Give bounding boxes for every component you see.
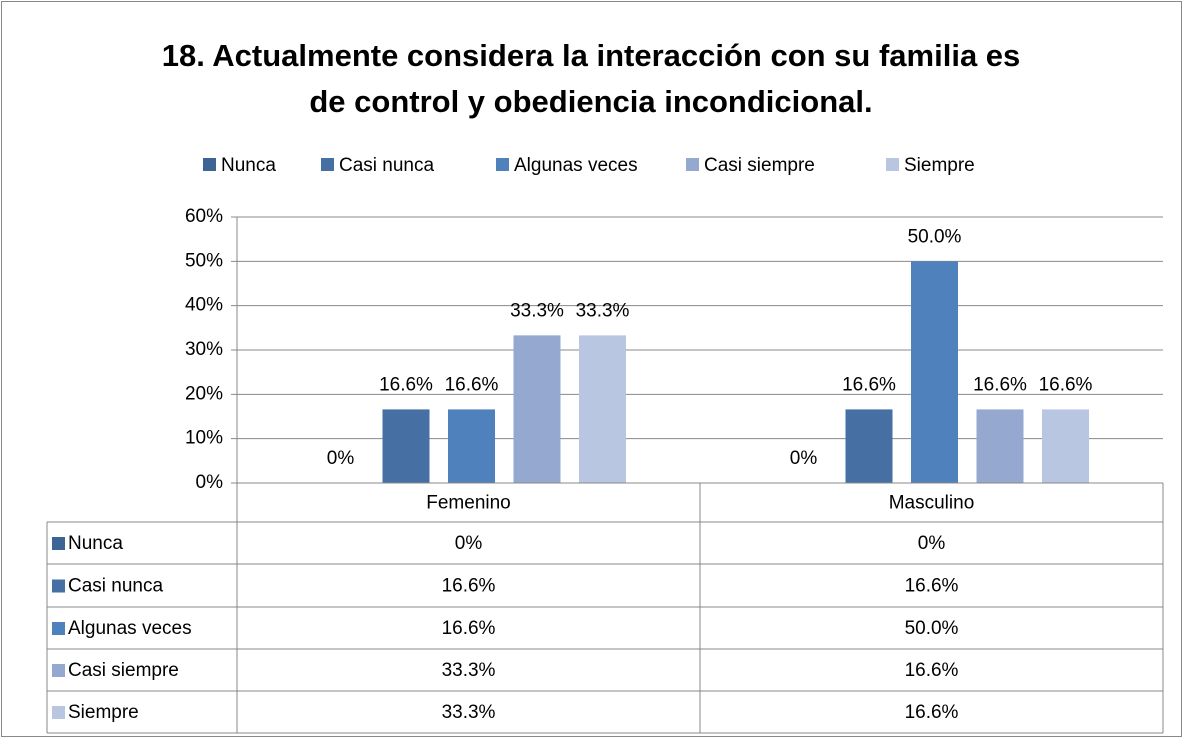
table-row-label: Algunas veces: [68, 618, 192, 639]
value-label: 16.6%: [1039, 374, 1093, 395]
chart-title: 18. Actualmente considera la interacción…: [162, 38, 1021, 73]
bar: [382, 409, 430, 483]
y-tick-label: 50%: [185, 250, 223, 271]
legend-label: Siempre: [904, 155, 975, 176]
table-cell: 33.3%: [442, 660, 496, 681]
table-cell: 16.6%: [905, 702, 959, 723]
table-row-label: Siempre: [68, 702, 139, 723]
bar: [513, 335, 561, 483]
legend-swatch: [203, 158, 216, 171]
legend-swatch: [886, 158, 899, 171]
value-label: 0%: [327, 448, 355, 469]
table-row-label: Casi siempre: [68, 660, 179, 681]
value-label: 16.6%: [445, 374, 499, 395]
value-label: 50.0%: [908, 226, 962, 247]
table-cell: 16.6%: [442, 576, 496, 597]
value-label: 33.3%: [510, 300, 564, 321]
value-label: 33.3%: [576, 300, 630, 321]
x-tick-label: Femenino: [426, 493, 511, 514]
table-cell: 16.6%: [905, 660, 959, 681]
value-label: 16.6%: [842, 374, 896, 395]
legend-label: Casi nunca: [339, 155, 434, 176]
legend-swatch: [496, 158, 509, 171]
y-tick-label: 30%: [185, 339, 223, 360]
table-swatch: [52, 664, 65, 677]
y-tick-label: 10%: [185, 428, 223, 449]
table-cell: 16.6%: [905, 576, 959, 597]
x-tick-label: Masculino: [889, 493, 975, 514]
y-tick-label: 40%: [185, 295, 223, 316]
table-swatch: [52, 622, 65, 635]
value-label: 16.6%: [379, 374, 433, 395]
y-tick-label: 0%: [196, 472, 224, 493]
bar: [448, 409, 495, 483]
bar: [911, 261, 958, 483]
legend-swatch: [686, 158, 699, 171]
legend-label: Casi siempre: [704, 155, 815, 176]
table-swatch: [52, 537, 65, 550]
y-tick-label: 20%: [185, 383, 223, 404]
table-cell: 50.0%: [905, 618, 959, 639]
bar: [579, 335, 626, 483]
y-tick-label: 60%: [185, 206, 223, 227]
legend-swatch: [321, 158, 334, 171]
legend-label: Algunas veces: [514, 155, 638, 176]
table-cell: 0%: [455, 533, 483, 554]
table-swatch: [52, 706, 65, 719]
bar: [845, 409, 893, 483]
value-label: 16.6%: [973, 374, 1027, 395]
table-row-label: Casi nunca: [68, 576, 163, 597]
table-cell: 33.3%: [442, 702, 496, 723]
table-row-label: Nunca: [68, 533, 123, 554]
bar: [1042, 409, 1089, 483]
chart-title: de control y obediencia incondicional.: [309, 84, 872, 119]
legend-label: Nunca: [221, 155, 276, 176]
table-cell: 16.6%: [442, 618, 496, 639]
value-label: 0%: [790, 448, 818, 469]
bar: [976, 409, 1024, 483]
table-cell: 0%: [918, 533, 946, 554]
table-swatch: [52, 579, 65, 593]
